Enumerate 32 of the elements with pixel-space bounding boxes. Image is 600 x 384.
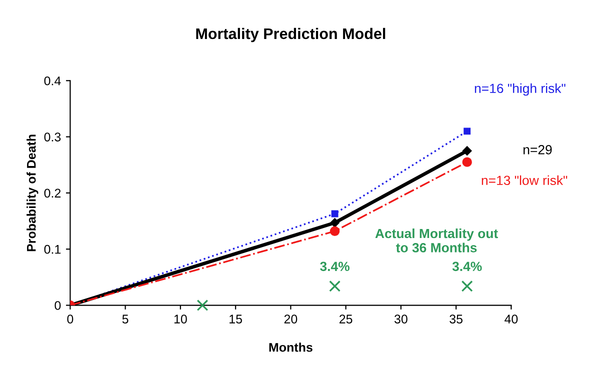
point: [331, 210, 338, 218]
y-tick-label: 0.2: [44, 188, 61, 198]
series-label: n=13 "low risk": [482, 175, 568, 186]
data-label: 3.4%: [320, 262, 350, 272]
point: [462, 146, 472, 156]
point: [464, 128, 471, 135]
x-tick-label: 5: [122, 314, 128, 324]
y-tick-label: 0.4: [44, 76, 61, 86]
x-tick-label: 25: [340, 314, 352, 324]
y-tick-label: 0.1: [44, 244, 61, 254]
x-tick-label: 40: [504, 314, 518, 324]
x-tick-label: 30: [394, 314, 408, 324]
point: [330, 218, 340, 228]
point: [461, 280, 473, 292]
x-tick-label: 10: [174, 314, 187, 324]
x-tick-label: 0: [67, 314, 74, 324]
chart-title: Mortality Prediction Model: [196, 28, 386, 42]
point: [196, 300, 208, 312]
x-tick-label: 35: [450, 314, 463, 324]
point: [329, 280, 341, 292]
x-tick-label: 15: [230, 314, 242, 324]
text: n=16 "high risk": [474, 83, 566, 96]
x-tick-label: 20: [284, 314, 298, 324]
y-axis-title: Probability of Death: [26, 134, 38, 252]
data-label: 3.4%: [452, 262, 482, 272]
y-tick-label: 0: [54, 301, 61, 310]
y-tick-label: 0.3: [44, 132, 61, 142]
point: [330, 226, 340, 236]
text: Actual Mortality out to 36 Months: [375, 228, 498, 252]
x-axis-title: Months: [269, 342, 312, 352]
point: [462, 157, 472, 167]
text: n=29: [524, 145, 552, 154]
